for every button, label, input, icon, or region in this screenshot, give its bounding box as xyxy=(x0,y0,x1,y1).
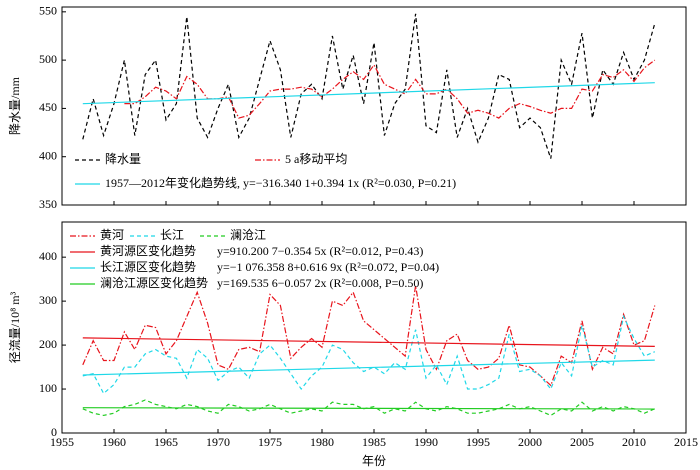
y-tick-label: 200 xyxy=(39,337,57,351)
x-tick-label: 1985 xyxy=(362,435,386,449)
y-axis-label: 降水量/mm xyxy=(8,76,22,135)
legend-equation: y=910.200 7−0.354 5x (R²=0.012, P=0.43) xyxy=(217,244,423,258)
y-tick-label: 400 xyxy=(39,249,57,263)
y-tick-label: 350 xyxy=(39,197,57,211)
legend-equation: y=169.535 6−0.057 2x (R²=0.008, P=0.50) xyxy=(217,276,423,290)
legend-label: 5 a移动平均 xyxy=(285,152,347,166)
y-tick-label: 550 xyxy=(39,4,57,18)
x-tick-label: 1990 xyxy=(414,435,438,449)
legend-equation: y=−1 076.358 8+0.616 9x (R²=0.072, P=0.0… xyxy=(217,260,439,274)
y-tick-label: 450 xyxy=(39,100,57,114)
y-tick-label: 0 xyxy=(51,425,57,439)
x-tick-label: 2015 xyxy=(674,435,698,449)
series-line xyxy=(82,407,655,410)
legend-label: 长江源区变化趋势 xyxy=(100,259,196,274)
legend-label: 降水量 xyxy=(105,152,141,166)
series-line xyxy=(82,82,655,105)
x-tick-label: 1975 xyxy=(258,435,282,449)
series-line xyxy=(124,59,656,119)
legend-label: 澜沧江 xyxy=(230,227,266,242)
x-tick-label: 2010 xyxy=(622,435,646,449)
x-tick-label: 1980 xyxy=(310,435,334,449)
series-line xyxy=(82,359,655,376)
x-tick-label: 1995 xyxy=(466,435,490,449)
series-line xyxy=(82,314,656,395)
x-tick-label: 1955 xyxy=(50,435,74,449)
legend-label: 1957—2012年变化趋势线, y=−316.340 1+0.394 1x (… xyxy=(105,175,456,190)
y-tick-label: 500 xyxy=(39,52,57,66)
series-line xyxy=(82,13,656,159)
x-axis-label: 年份 xyxy=(362,454,386,468)
x-tick-label: 1970 xyxy=(206,435,230,449)
legend-label: 澜沧江源区变化趋势 xyxy=(100,275,208,290)
y-tick-label: 400 xyxy=(39,148,57,162)
legend-label: 黄河 xyxy=(100,228,124,242)
y-tick-label: 100 xyxy=(39,381,57,395)
x-tick-label: 1960 xyxy=(102,435,126,449)
legend-label: 长江 xyxy=(160,228,184,242)
x-tick-label: 2000 xyxy=(518,435,542,449)
series-line xyxy=(82,337,655,347)
x-tick-label: 1965 xyxy=(154,435,178,449)
legend-label: 黄河源区变化趋势 xyxy=(100,243,196,258)
series-line xyxy=(82,285,656,387)
y-tick-label: 300 xyxy=(39,293,57,307)
x-tick-label: 2005 xyxy=(570,435,594,449)
y-axis-label: 径流量/10⁸ m³ xyxy=(8,291,22,363)
